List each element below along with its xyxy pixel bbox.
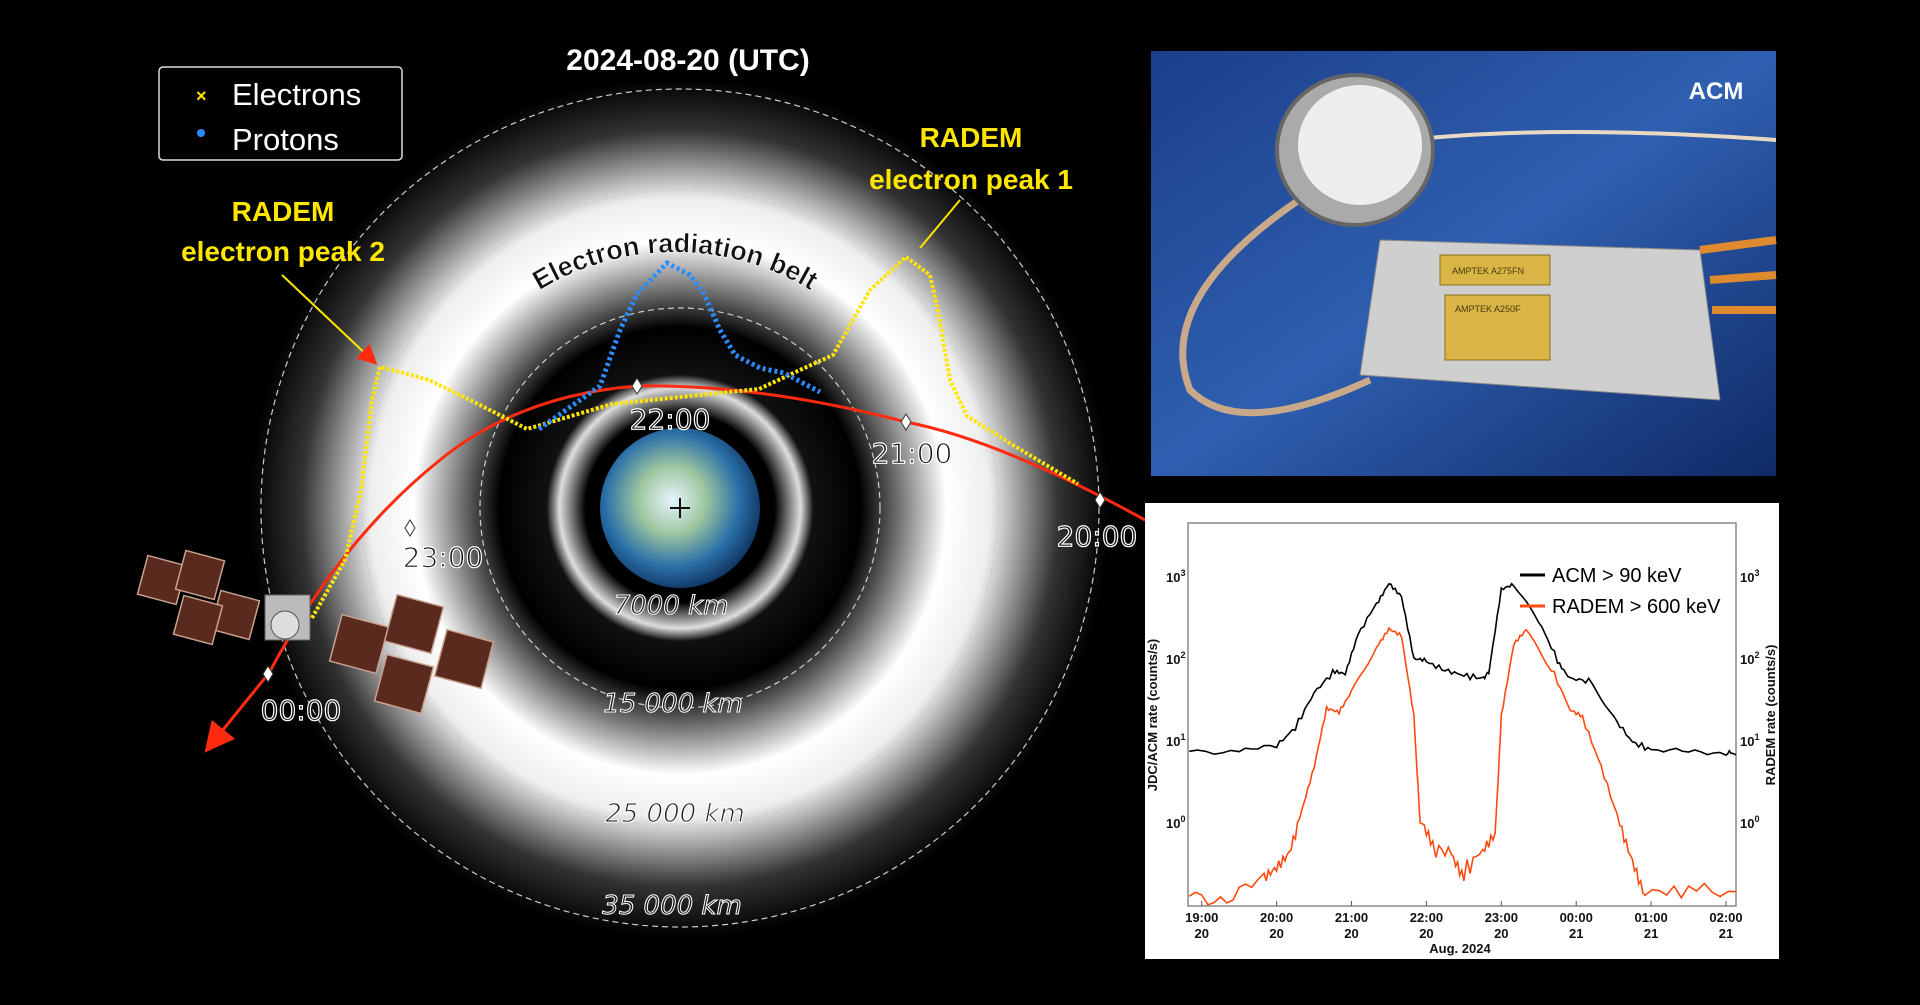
x-tick-day: 20: [1344, 926, 1358, 941]
x-tick-day: 21: [1719, 926, 1733, 941]
chip-label: AMPTEK A250F: [1455, 304, 1521, 314]
crosshair-icon: [670, 498, 690, 518]
spacecraft-image: [136, 549, 495, 715]
x-tick-day: 20: [1269, 926, 1283, 941]
proton-marker-icon: [197, 129, 205, 137]
x-tick-day: 20: [1419, 926, 1433, 941]
legend-label: Protons: [232, 122, 339, 157]
x-tick-label: 00:00: [1560, 910, 1593, 925]
electron-data-trace: [310, 254, 1080, 619]
peak2-label: electron peak 2: [181, 236, 385, 267]
distance-label: 7000 km: [614, 591, 729, 621]
distance-label: 25 000 km: [605, 799, 745, 829]
photo-label: ACM: [1689, 78, 1744, 105]
legend: × Electrons Protons: [158, 66, 403, 161]
chart-legend: ACM > 90 keV RADEM > 600 keV: [1520, 565, 1721, 618]
x-tick-label: 01:00: [1634, 910, 1667, 925]
peak1-label: electron peak 1: [869, 164, 1073, 195]
time-label: 22:00: [630, 403, 711, 436]
time-label: 21:00: [872, 437, 953, 470]
time-markers: [262, 377, 1106, 683]
x-tick-label: 21:00: [1335, 910, 1368, 925]
plot-frame: [1187, 522, 1737, 907]
y-axis-right-label: RADEM rate (counts/s): [1763, 645, 1778, 786]
peak2-arrow: [281, 274, 378, 365]
legend-label: RADEM > 600 keV: [1552, 596, 1721, 618]
acm-photo: AMPTEK A275FN AMPTEK A250F ACM: [1151, 51, 1777, 476]
x-tick-label: 22:00: [1410, 910, 1443, 925]
title-background: [512, 36, 842, 84]
series-line-0: [1189, 582, 1737, 757]
x-axis-label: Aug. 2024: [1429, 941, 1491, 956]
proton-data-trace: [537, 259, 822, 432]
time-label: 00:00: [261, 694, 342, 727]
radiation-belt-diagram: 7000 km 15 000 km 25 000 km 35 000 km El…: [136, 36, 1146, 938]
peak2-label: RADEM: [232, 196, 335, 227]
legend-label: ACM > 90 keV: [1552, 565, 1682, 587]
x-tick-day: 21: [1644, 926, 1658, 941]
peak1-label: RADEM: [920, 122, 1023, 153]
peak1-arrow: [919, 199, 961, 249]
x-tick-label: 02:00: [1709, 910, 1742, 925]
x-tick-label: 20:00: [1260, 910, 1293, 925]
x-tick-day: 20: [1494, 926, 1508, 941]
time-label: 20:00: [1057, 520, 1138, 553]
distance-label: 35 000 km: [602, 891, 742, 921]
x-tick-label: 23:00: [1485, 910, 1518, 925]
series-line-1: [1188, 626, 1737, 906]
y-axis-left-label: JDC/ACM rate (counts/s): [1145, 639, 1160, 791]
diagram-title: 2024-08-20 (UTC): [566, 44, 809, 77]
x-tick-day: 20: [1194, 926, 1208, 941]
electron-marker-icon: ×: [196, 86, 207, 106]
x-tick-day: 21: [1569, 926, 1583, 941]
legend-label: Electrons: [232, 77, 361, 112]
time-label: 23:00: [403, 541, 484, 574]
distance-label: 15 000 km: [603, 689, 743, 719]
count-rate-chart: 19:002020:002021:002022:002023:002000:00…: [1145, 503, 1779, 959]
chip-label: AMPTEK A275FN: [1452, 266, 1524, 276]
x-tick-label: 19:00: [1185, 910, 1218, 925]
